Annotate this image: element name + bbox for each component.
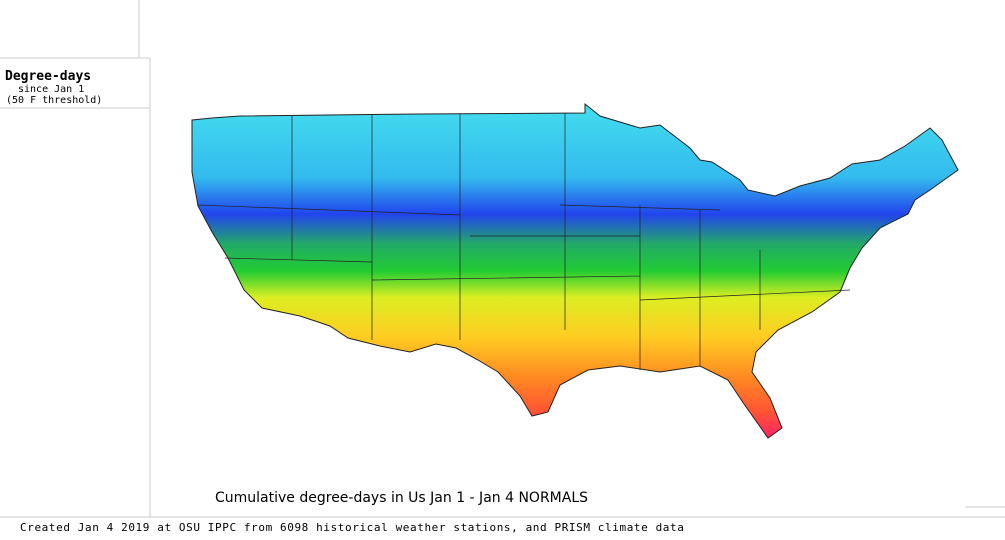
map-title: Cumulative degree-days in Us Jan 1 - Jan… — [215, 490, 588, 506]
state-borders — [197, 113, 851, 370]
legend-subtitle: since Jan 1 — [18, 84, 84, 95]
legend-title: Degree-days — [5, 69, 91, 84]
legend-threshold: (50 F threshold) — [6, 95, 102, 106]
footer: Created Jan 4 2019 at OSU IPPC from 6098… — [20, 521, 684, 534]
us-map — [191, 102, 959, 439]
